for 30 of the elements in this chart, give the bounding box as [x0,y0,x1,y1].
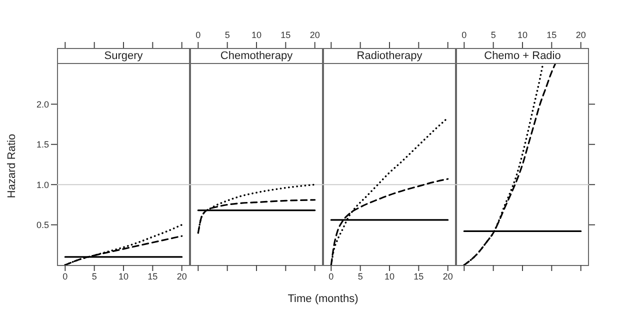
y-tick-label: 2.0 [36,99,49,110]
x-tick-label: 10 [384,271,395,282]
chart-title: Surgery [57,48,190,64]
y-tick-label: 1.5 [36,140,49,150]
x2-tick-label: 20 [576,30,586,40]
x2-tick-label: 5 [224,30,230,40]
x-tick-label: 5 [92,271,97,282]
x-tick-label: 20 [176,271,187,282]
x-tick-label: 15 [148,271,158,282]
x2-tick-label: 15 [546,30,557,40]
x2-tick-label: 0 [462,30,467,40]
chart-title: Radiotherapy [323,48,456,64]
x2-tick-label: 10 [517,30,528,40]
y-axis-title: Hazard Ratio [6,132,18,200]
x2-tick-label: 15 [280,30,291,40]
x-tick-label: 5 [358,271,363,282]
x-tick-label: 15 [414,271,424,282]
y-tick-label: 1.0 [36,180,49,190]
x-axis-title: Time (months) [286,293,360,305]
chart-title: Chemotherapy [190,48,323,64]
y-tick-label: 0.5 [36,220,49,230]
x2-tick-label: 10 [251,30,262,40]
x2-tick-label: 20 [310,30,320,40]
x-tick-label: 20 [442,271,453,282]
x2-tick-label: 5 [490,30,496,40]
x-tick-label: 0 [328,271,334,282]
x-tick-label: 0 [62,271,68,282]
x-tick-label: 10 [118,271,129,282]
chart-title: Chemo + Radio [456,48,589,64]
x2-tick-label: 0 [196,30,201,40]
